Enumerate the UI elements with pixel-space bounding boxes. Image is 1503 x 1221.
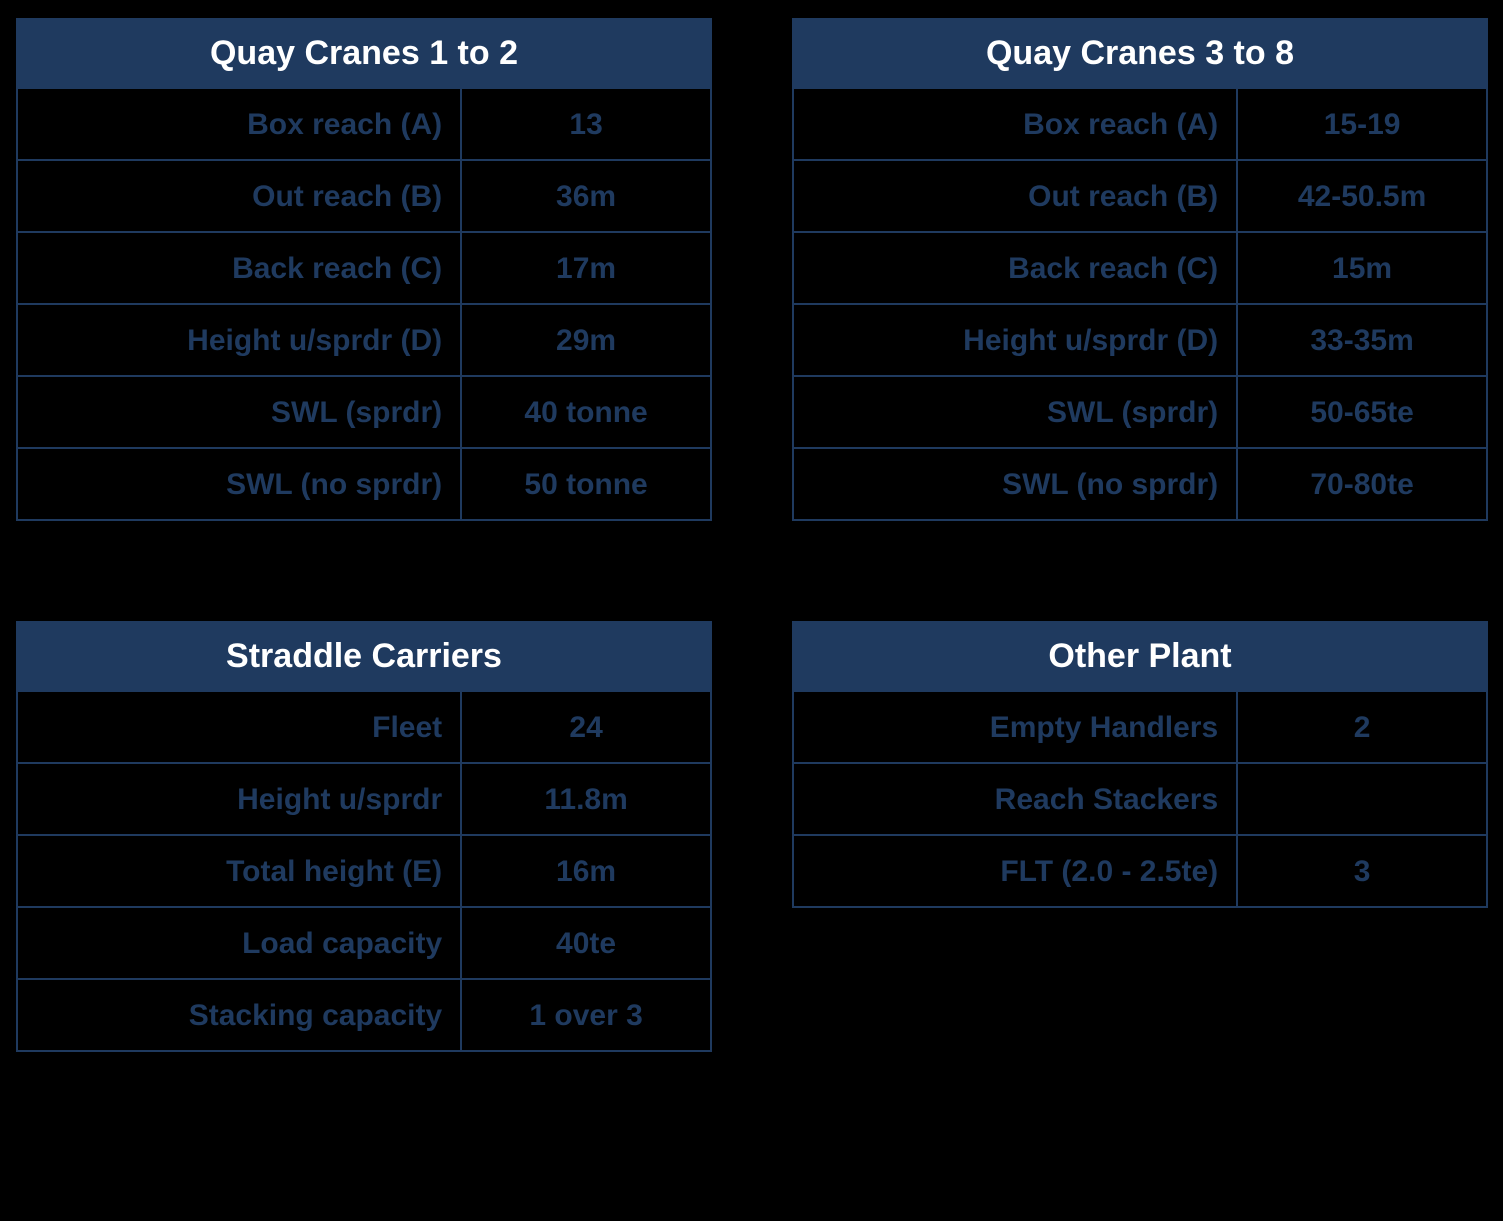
table-row: Box reach (A)15-19	[793, 88, 1487, 160]
spec-value: 70-80te	[1237, 448, 1487, 520]
spec-value: 2	[1237, 691, 1487, 763]
spec-label: Reach Stackers	[793, 763, 1237, 835]
spec-label: SWL (sprdr)	[793, 376, 1237, 448]
table-row: FLT (2.0 - 2.5te)3	[793, 835, 1487, 907]
panel-quay-cranes-3-8: Quay Cranes 3 to 8 Box reach (A)15-19 Ou…	[792, 18, 1488, 521]
spec-label: SWL (no sprdr)	[17, 448, 461, 520]
spec-label: Stacking capacity	[17, 979, 461, 1051]
spec-value: 11.8m	[461, 763, 711, 835]
spec-table: Empty Handlers2 Reach Stackers FLT (2.0 …	[792, 690, 1488, 908]
table-row: Height u/sprdr11.8m	[17, 763, 711, 835]
spec-value: 50-65te	[1237, 376, 1487, 448]
spec-value: 36m	[461, 160, 711, 232]
table-row: Height u/sprdr (D)33-35m	[793, 304, 1487, 376]
spec-grid: Quay Cranes 1 to 2 Box reach (A)13 Out r…	[16, 18, 1487, 1052]
spec-value: 33-35m	[1237, 304, 1487, 376]
spec-label: Total height (E)	[17, 835, 461, 907]
table-row: SWL (sprdr)50-65te	[793, 376, 1487, 448]
table-row: Empty Handlers2	[793, 691, 1487, 763]
table-row: Height u/sprdr (D)29m	[17, 304, 711, 376]
spec-label: Out reach (B)	[17, 160, 461, 232]
table-row: Out reach (B)36m	[17, 160, 711, 232]
spec-table: Box reach (A)15-19 Out reach (B)42-50.5m…	[792, 87, 1488, 521]
panel-header: Quay Cranes 1 to 2	[16, 18, 712, 87]
spec-label: Load capacity	[17, 907, 461, 979]
spec-value: 13	[461, 88, 711, 160]
spec-label: Back reach (C)	[793, 232, 1237, 304]
spec-label: Out reach (B)	[793, 160, 1237, 232]
spec-label: SWL (no sprdr)	[793, 448, 1237, 520]
spec-label: SWL (sprdr)	[17, 376, 461, 448]
table-row: Back reach (C)15m	[793, 232, 1487, 304]
panel-straddle-carriers: Straddle Carriers Fleet24 Height u/sprdr…	[16, 621, 712, 1052]
table-row: Fleet24	[17, 691, 711, 763]
panel-header: Quay Cranes 3 to 8	[792, 18, 1488, 87]
table-row: Out reach (B)42-50.5m	[793, 160, 1487, 232]
table-row: Box reach (A)13	[17, 88, 711, 160]
spec-value: 40 tonne	[461, 376, 711, 448]
spec-value: 16m	[461, 835, 711, 907]
panel-header: Straddle Carriers	[16, 621, 712, 690]
table-row: Back reach (C)17m	[17, 232, 711, 304]
spec-label: Box reach (A)	[793, 88, 1237, 160]
table-row: SWL (sprdr)40 tonne	[17, 376, 711, 448]
spec-table: Box reach (A)13 Out reach (B)36m Back re…	[16, 87, 712, 521]
spec-label: Height u/sprdr (D)	[17, 304, 461, 376]
spec-table: Fleet24 Height u/sprdr11.8m Total height…	[16, 690, 712, 1052]
spec-value: 15-19	[1237, 88, 1487, 160]
spec-label: Height u/sprdr	[17, 763, 461, 835]
spec-label: Empty Handlers	[793, 691, 1237, 763]
spec-value: 50 tonne	[461, 448, 711, 520]
spec-label: FLT (2.0 - 2.5te)	[793, 835, 1237, 907]
table-row: Reach Stackers	[793, 763, 1487, 835]
table-row: SWL (no sprdr)70-80te	[793, 448, 1487, 520]
spec-value: 15m	[1237, 232, 1487, 304]
spec-value: 40te	[461, 907, 711, 979]
spec-value: 1 over 3	[461, 979, 711, 1051]
panel-header: Other Plant	[792, 621, 1488, 690]
table-row: Load capacity40te	[17, 907, 711, 979]
table-row: Total height (E)16m	[17, 835, 711, 907]
spec-value: 24	[461, 691, 711, 763]
spec-label: Back reach (C)	[17, 232, 461, 304]
spec-value: 3	[1237, 835, 1487, 907]
spec-value: 17m	[461, 232, 711, 304]
spec-value: 29m	[461, 304, 711, 376]
table-row: Stacking capacity1 over 3	[17, 979, 711, 1051]
panel-other-plant: Other Plant Empty Handlers2 Reach Stacke…	[792, 621, 1488, 1052]
spec-value: 42-50.5m	[1237, 160, 1487, 232]
spec-label: Fleet	[17, 691, 461, 763]
spec-label: Height u/sprdr (D)	[793, 304, 1237, 376]
spec-label: Box reach (A)	[17, 88, 461, 160]
table-row: SWL (no sprdr)50 tonne	[17, 448, 711, 520]
spec-value	[1237, 763, 1487, 835]
panel-quay-cranes-1-2: Quay Cranes 1 to 2 Box reach (A)13 Out r…	[16, 18, 712, 521]
